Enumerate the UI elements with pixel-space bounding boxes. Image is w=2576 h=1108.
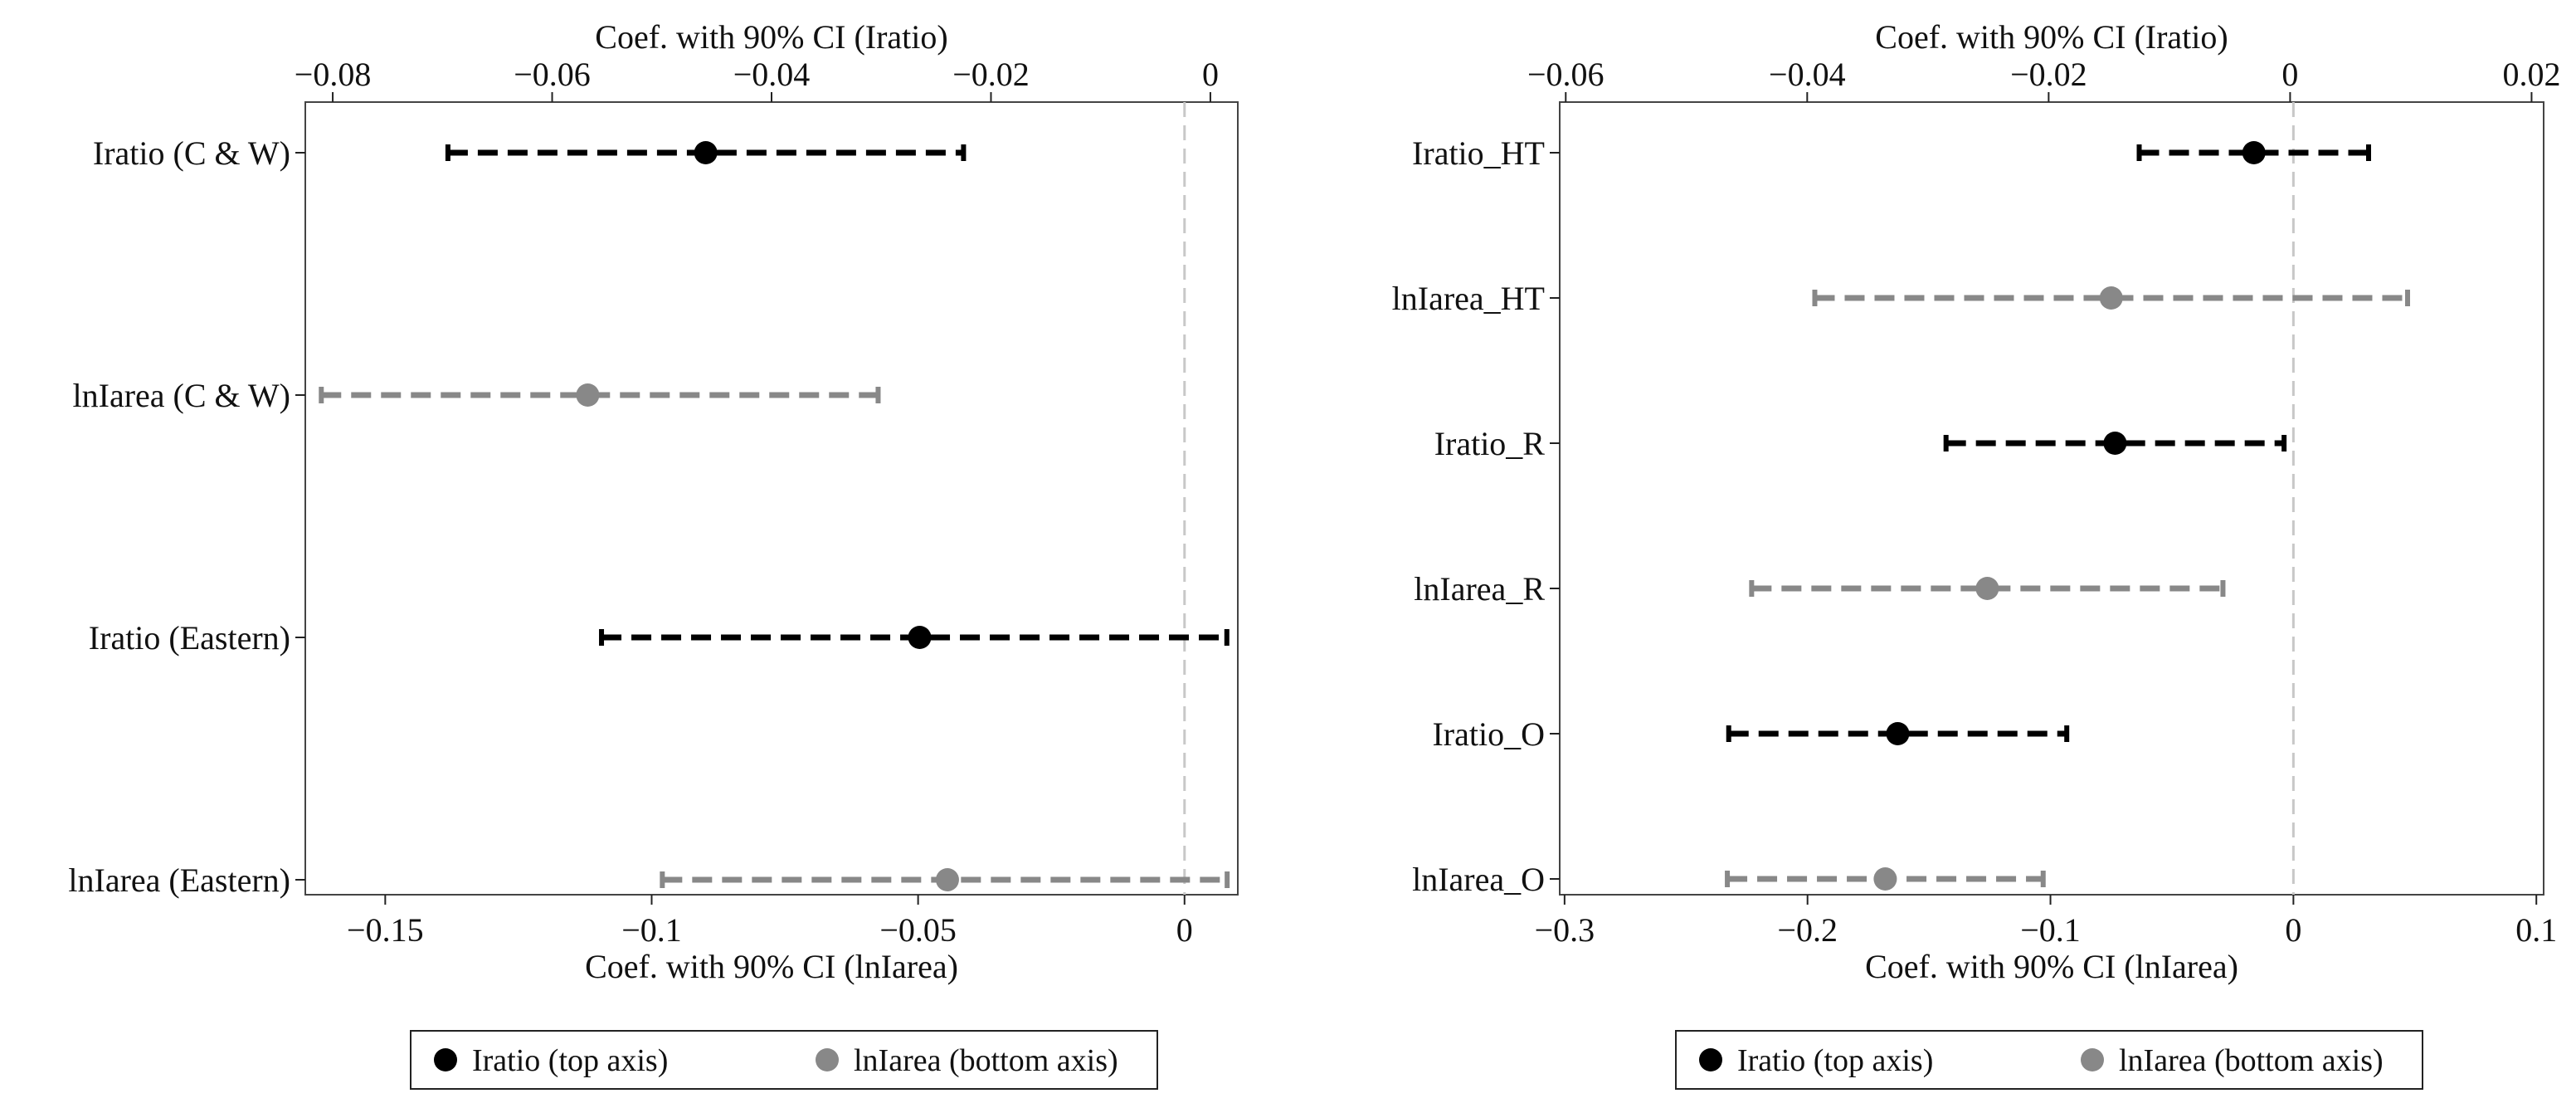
row-label: lnIarea_R [1414, 570, 1545, 608]
top-axis-tick-label: −0.02 [2010, 56, 2087, 93]
bottom-axis-title: Coef. with 90% CI (lnIarea) [585, 948, 958, 985]
legend-label: lnIarea (bottom axis) [854, 1043, 1118, 1078]
coef-point-lnIarea [1873, 867, 1897, 891]
row-label: Iratio_R [1434, 425, 1546, 462]
bottom-axis-title: Coef. with 90% CI (lnIarea) [1865, 948, 2238, 985]
legend-marker-Iratio [1699, 1048, 1722, 1071]
coef-point-Iratio [1886, 722, 1910, 745]
bottom-axis-tick-label: −0.3 [1535, 911, 1595, 949]
legend-label: Iratio (top axis) [472, 1043, 668, 1078]
legend-label: lnIarea (bottom axis) [2119, 1043, 2384, 1078]
coef-point-lnIarea [576, 383, 600, 407]
top-axis-title: Coef. with 90% CI (Iratio) [1875, 18, 2228, 56]
top-axis-tick-label: −0.02 [952, 56, 1030, 93]
bottom-axis-tick-label: −0.05 [879, 911, 957, 949]
coef-point-Iratio [908, 626, 932, 649]
legend-label: Iratio (top axis) [1737, 1043, 1933, 1078]
top-axis-tick-label: 0 [2281, 56, 2298, 93]
bottom-axis-tick-label: −0.2 [1777, 911, 1838, 949]
bottom-axis-tick-label: −0.15 [347, 911, 424, 949]
row-label: Iratio (C & W) [93, 134, 290, 172]
bottom-axis-tick-label: 0.1 [2515, 911, 2557, 949]
coef-point-lnIarea [2099, 286, 2123, 310]
coef-point-Iratio [694, 141, 718, 164]
bottom-axis-tick-label: −0.1 [621, 911, 682, 949]
bottom-axis-tick-label: 0 [2285, 911, 2301, 949]
legend-box [1675, 1030, 2423, 1090]
plot-frame [304, 101, 1239, 896]
coef-point-Iratio [2242, 141, 2266, 164]
right-panel: −0.06 −0.04 −0.02 0 0.02 Coef. with 90% CI (I… [1392, 18, 2560, 1090]
row-label: lnIarea_HT [1392, 280, 1545, 317]
top-axis-tick-label: −0.04 [1769, 56, 1846, 93]
legend-marker-lnIarea [816, 1048, 839, 1071]
coef-point-lnIarea [1975, 577, 1999, 600]
legend-box [410, 1030, 1158, 1090]
coef-point-lnIarea [935, 868, 959, 891]
legend-marker-lnIarea [2081, 1048, 2104, 1071]
bottom-axis-tick-label: −0.1 [2020, 911, 2081, 949]
top-axis-tick-label: −0.06 [514, 56, 591, 93]
top-axis-tick-label: 0.02 [2502, 56, 2560, 93]
row-label: Iratio (Eastern) [89, 619, 290, 657]
plot-frame [1559, 101, 2544, 896]
bottom-axis-tick-label: 0 [1176, 911, 1193, 949]
coef-point-Iratio [2103, 432, 2127, 455]
top-axis-tick-label: −0.08 [295, 56, 372, 93]
top-axis-tick-label: −0.06 [1527, 56, 1605, 93]
legend-marker-Iratio [434, 1048, 457, 1071]
row-label: Iratio_HT [1412, 134, 1545, 172]
top-axis-tick-label: 0 [1202, 56, 1219, 93]
row-label: lnIarea_O [1412, 861, 1545, 898]
row-label: Iratio_O [1432, 715, 1545, 753]
top-axis-tick-label: −0.04 [733, 56, 811, 93]
left-panel: −0.08 −0.06 −0.04 −0.02 0 Coef. with 90% CI (… [68, 18, 1239, 1090]
row-label: lnIarea (Eastern) [68, 862, 290, 899]
row-label: lnIarea (C & W) [73, 377, 290, 414]
top-axis-title: Coef. with 90% CI (Iratio) [595, 18, 947, 56]
